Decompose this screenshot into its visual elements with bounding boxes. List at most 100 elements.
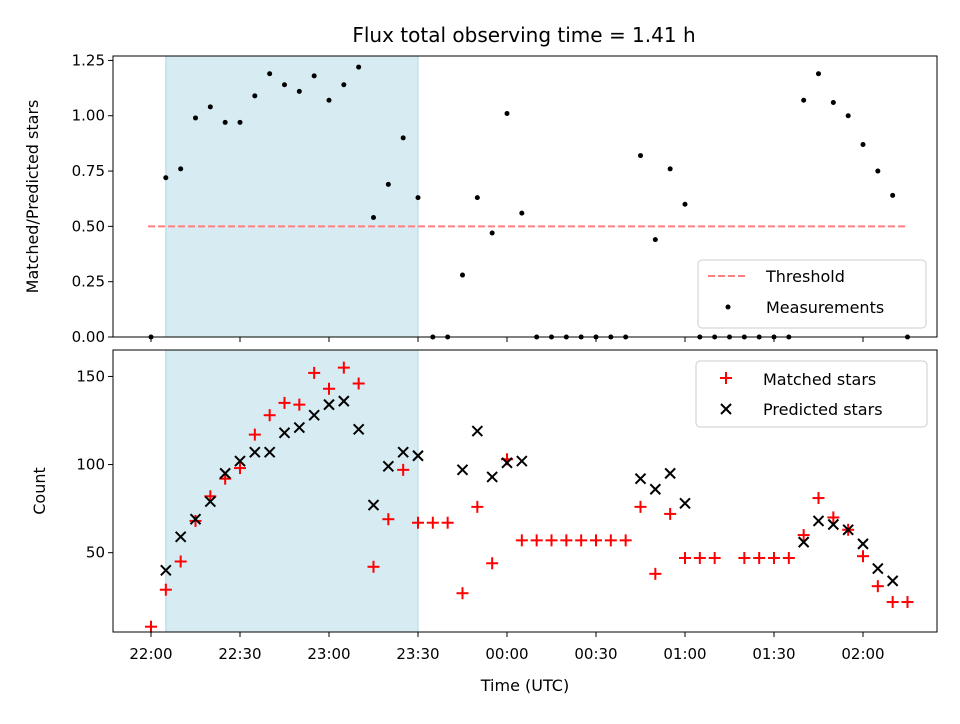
matched-point [293, 398, 306, 411]
matched-point [634, 500, 647, 513]
legend-predicted-swatch [720, 403, 732, 415]
predicted-point [797, 536, 810, 548]
matched-point [352, 377, 365, 390]
measurement-point [282, 82, 287, 88]
top-y-axis: 0.00 0.25 0.50 0.75 1.00 1.25 [72, 51, 113, 346]
predicted-point [352, 423, 365, 436]
measurement-point [489, 230, 495, 236]
predicted-point [278, 427, 291, 439]
matched-point [278, 396, 291, 409]
x-tick-label: 01:00 [663, 645, 706, 663]
measurement-point [860, 142, 866, 148]
matched-point [412, 516, 424, 529]
top-shaded-region [165, 55, 419, 338]
x-tick-label: 22:00 [129, 645, 172, 663]
x-tick-label: 00:30 [574, 645, 617, 663]
legend-predicted-label: Predicted stars [763, 400, 883, 419]
bottom-y-axis-label: Count [30, 467, 49, 515]
legend-matched-label: Matched stars [763, 370, 876, 389]
measurement-point [326, 97, 332, 103]
predicted-point [412, 450, 424, 462]
bottom-y-axis: 50 100 150 [76, 367, 113, 562]
x-tick-label: 22:30 [218, 645, 261, 663]
predicted-point [263, 446, 276, 458]
matched-stars-series [145, 361, 914, 633]
matched-point [397, 463, 410, 476]
predicted-point [516, 455, 528, 467]
top-legend-box [697, 259, 927, 329]
matched-point [456, 587, 469, 600]
predicted-stars-series [160, 395, 899, 587]
y-tick-label: 1.25 [72, 51, 105, 69]
measurement-point [193, 115, 198, 121]
matched-point [649, 567, 662, 580]
matched-point [857, 550, 869, 563]
bottom-x-axis: 22:00 22:30 23:00 23:30 00:00 00:30 01:00 01:30… [129, 632, 885, 663]
matched-point [515, 534, 528, 547]
measurement-point [415, 195, 421, 201]
matched-point [486, 557, 499, 570]
matched-point [189, 514, 202, 527]
measurement-point [163, 175, 169, 181]
matched-point [159, 583, 172, 596]
measurement-point [875, 168, 881, 174]
predicted-point [174, 531, 187, 543]
measurement-point [385, 181, 391, 187]
matched-point [782, 551, 795, 564]
legend-measurements-swatch [725, 304, 731, 310]
matched-point [575, 534, 588, 547]
matched-point [308, 366, 321, 379]
matched-point [886, 596, 899, 609]
predicted-point [886, 575, 899, 587]
matched-point [901, 596, 914, 609]
matched-point [619, 534, 632, 547]
top-x-ticks [150, 337, 864, 342]
y-tick-label: 50 [86, 544, 105, 562]
x-tick-label: 00:00 [485, 645, 528, 663]
matched-point [827, 511, 840, 524]
measurement-point [341, 82, 347, 88]
top-y-axis-label: Matched/Predicted stars [23, 100, 42, 294]
predicted-point [382, 460, 395, 473]
measurement-point [222, 119, 228, 125]
matched-point [530, 534, 543, 547]
matched-point [604, 534, 617, 547]
measurement-point [474, 195, 480, 201]
matched-point [664, 507, 677, 520]
y-tick-label: 0.25 [72, 273, 105, 291]
matched-point [797, 529, 810, 542]
matched-point [708, 551, 721, 564]
predicted-point [219, 467, 231, 480]
y-tick-label: 0.00 [72, 328, 105, 346]
measurement-point [178, 166, 184, 172]
predicted-point [679, 497, 691, 510]
bottom-shaded-region [165, 349, 419, 633]
matched-point [768, 551, 780, 564]
measurement-point [801, 97, 807, 103]
matched-point [382, 513, 395, 526]
measurement-point [237, 119, 243, 125]
top-plot-frame [112, 55, 938, 338]
predicted-point [189, 513, 202, 525]
predicted-point [367, 499, 380, 511]
predicted-point [857, 538, 869, 550]
predicted-point [234, 455, 246, 467]
matched-point [545, 534, 558, 547]
matched-point [871, 580, 884, 593]
predicted-point [872, 562, 884, 575]
measurements-series [148, 64, 910, 340]
predicted-point [842, 524, 854, 536]
y-tick-label: 0.75 [72, 162, 105, 180]
predicted-point [293, 421, 306, 434]
measurement-point [638, 153, 643, 159]
predicted-point [827, 518, 840, 531]
matched-point [441, 516, 454, 529]
measurement-point [845, 113, 851, 119]
predicted-point [634, 472, 647, 485]
matched-point [560, 534, 573, 547]
matched-point [471, 500, 484, 513]
top-legend: Threshold Measurements [697, 259, 927, 329]
y-tick-label: 0.50 [72, 217, 105, 235]
y-tick-label: 100 [76, 456, 105, 474]
